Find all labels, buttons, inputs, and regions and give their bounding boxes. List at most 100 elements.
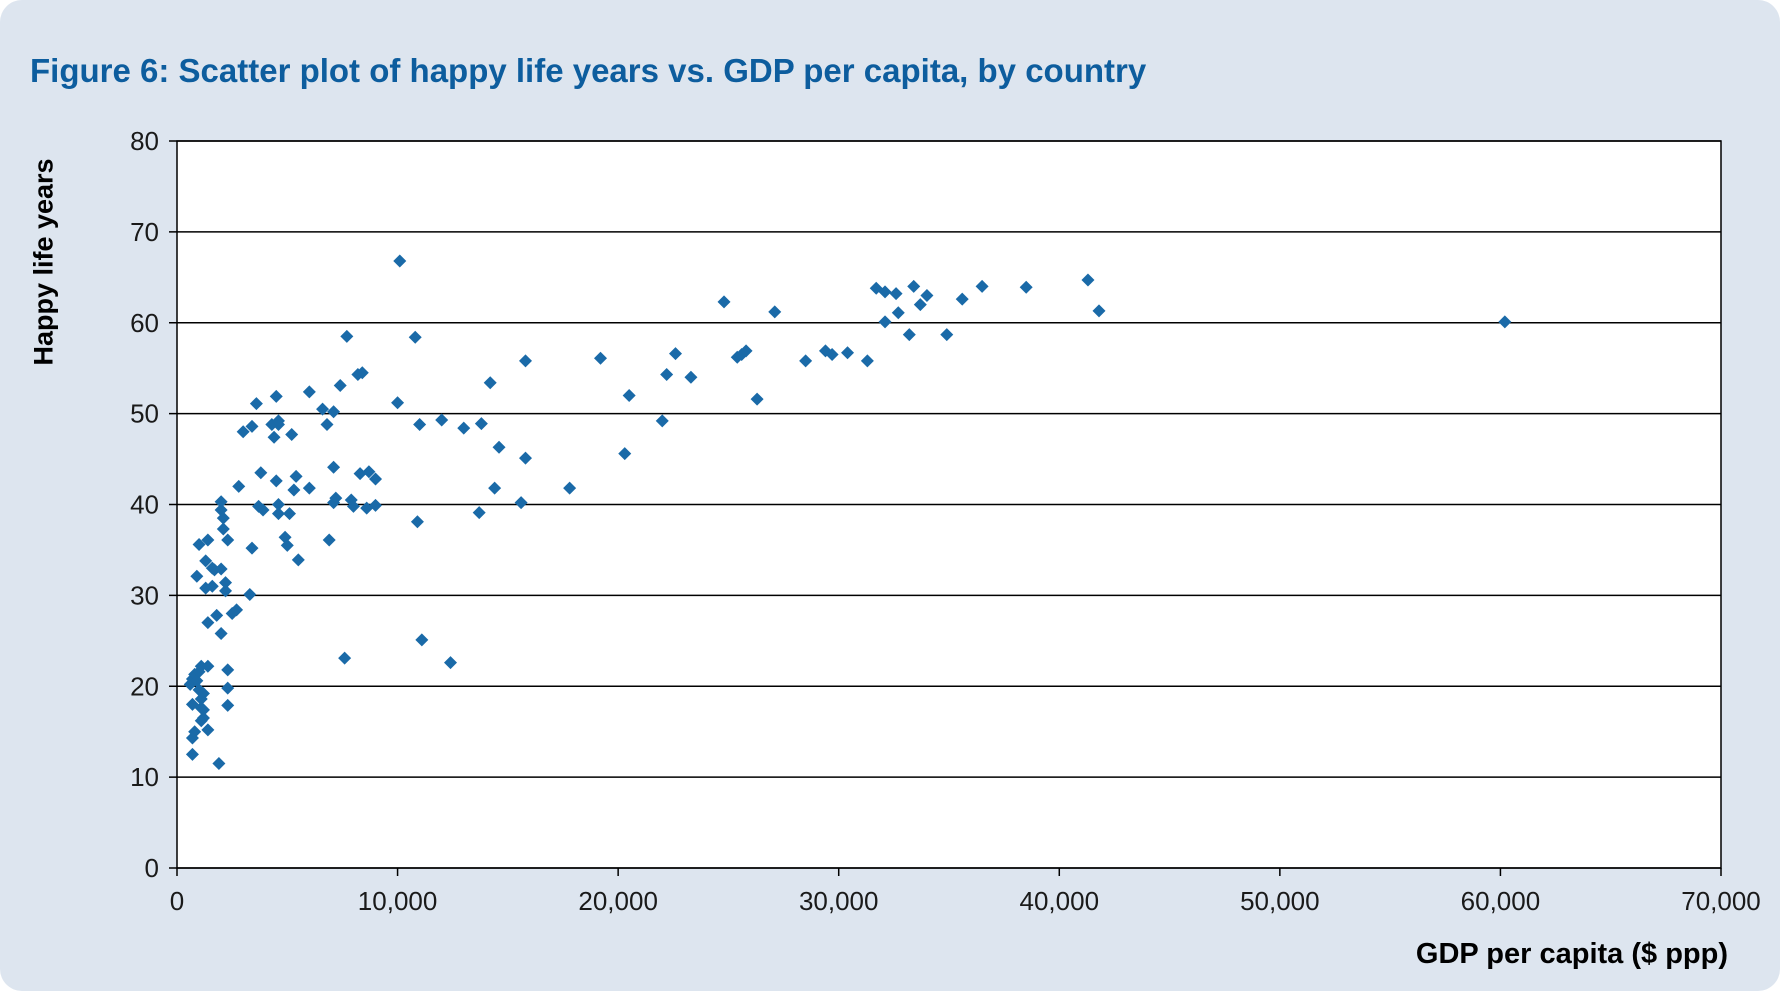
data-point bbox=[192, 537, 206, 551]
data-point bbox=[622, 388, 636, 402]
data-point bbox=[655, 414, 669, 428]
x-tick-label: 30,000 bbox=[799, 886, 879, 916]
data-point bbox=[194, 659, 208, 673]
data-point bbox=[413, 418, 427, 432]
data-point bbox=[205, 579, 219, 593]
data-point bbox=[519, 451, 533, 465]
y-tick-label: 30 bbox=[130, 580, 159, 610]
data-point bbox=[289, 469, 303, 483]
data-point bbox=[269, 474, 283, 488]
plot-frame bbox=[176, 140, 1722, 869]
data-point bbox=[750, 392, 764, 406]
data-point bbox=[860, 354, 874, 368]
data-point bbox=[362, 465, 376, 479]
data-point bbox=[369, 498, 383, 512]
data-point bbox=[201, 723, 215, 737]
data-point bbox=[920, 288, 934, 302]
data-point bbox=[212, 756, 226, 770]
data-point bbox=[267, 430, 281, 444]
data-point bbox=[230, 603, 244, 617]
chart-title: Figure 6: Scatter plot of happy life yea… bbox=[30, 52, 1147, 89]
data-point bbox=[338, 651, 352, 665]
data-point bbox=[194, 714, 208, 728]
data-point bbox=[955, 292, 969, 306]
data-point bbox=[878, 315, 892, 329]
data-point bbox=[214, 627, 228, 641]
data-point bbox=[285, 428, 299, 442]
data-point bbox=[391, 396, 405, 410]
data-point bbox=[891, 306, 905, 320]
data-point bbox=[1081, 273, 1095, 287]
data-point bbox=[232, 479, 246, 493]
data-point bbox=[668, 347, 682, 361]
y-tick-label: 50 bbox=[130, 399, 159, 429]
data-point bbox=[913, 298, 927, 312]
y-tick-label: 40 bbox=[130, 490, 159, 520]
x-tick-label: 50,000 bbox=[1240, 886, 1320, 916]
data-point bbox=[408, 330, 422, 344]
x-axis-label: GDP per capita ($ ppp) bbox=[1415, 938, 1728, 970]
data-point bbox=[444, 656, 458, 670]
data-point bbox=[902, 328, 916, 342]
data-point bbox=[221, 698, 235, 712]
x-tick-label: 40,000 bbox=[1020, 886, 1100, 916]
data-point bbox=[316, 402, 330, 416]
data-point bbox=[410, 515, 424, 529]
data-point bbox=[216, 511, 230, 525]
y-tick-label: 20 bbox=[130, 671, 159, 701]
data-point bbox=[245, 419, 259, 433]
data-point bbox=[322, 533, 336, 547]
data-point bbox=[214, 562, 228, 576]
data-point bbox=[249, 397, 263, 411]
data-point bbox=[221, 663, 235, 677]
data-point bbox=[519, 354, 533, 368]
data-point bbox=[1092, 304, 1106, 318]
x-tick-label: 60,000 bbox=[1461, 886, 1541, 916]
data-point bbox=[340, 329, 354, 343]
data-point bbox=[194, 692, 208, 706]
data-point bbox=[393, 254, 407, 268]
data-point bbox=[271, 414, 285, 428]
y-tick-label: 10 bbox=[130, 762, 159, 792]
data-point bbox=[199, 554, 213, 568]
data-point bbox=[214, 495, 228, 509]
data-point bbox=[201, 616, 215, 630]
data-point bbox=[593, 351, 607, 365]
data-point bbox=[435, 413, 449, 427]
data-point bbox=[256, 503, 270, 517]
y-tick-label: 70 bbox=[130, 217, 159, 247]
data-point bbox=[618, 447, 632, 461]
data-point bbox=[472, 506, 486, 520]
data-point bbox=[282, 507, 296, 521]
x-tick-label: 0 bbox=[170, 886, 184, 916]
data-point bbox=[825, 348, 839, 362]
y-tick-label: 80 bbox=[130, 126, 159, 156]
data-points bbox=[183, 254, 1512, 770]
data-point bbox=[216, 522, 230, 536]
data-point bbox=[492, 440, 506, 454]
data-point bbox=[302, 385, 316, 399]
y-tick-labels: 0 10 20 30 40 50 60 70 80 bbox=[130, 126, 159, 883]
data-point bbox=[457, 421, 471, 435]
data-point bbox=[236, 425, 250, 439]
data-point bbox=[320, 418, 334, 432]
data-point bbox=[291, 553, 305, 567]
data-point bbox=[333, 378, 347, 392]
data-point bbox=[474, 417, 488, 431]
data-point bbox=[660, 368, 674, 382]
data-point bbox=[243, 587, 257, 601]
data-point bbox=[221, 681, 235, 695]
data-point bbox=[717, 295, 731, 309]
data-point bbox=[302, 481, 316, 495]
data-point bbox=[210, 608, 224, 622]
data-point bbox=[269, 389, 283, 403]
data-point bbox=[346, 499, 360, 513]
data-point bbox=[799, 354, 813, 368]
data-point bbox=[254, 466, 268, 480]
data-point bbox=[739, 344, 753, 358]
data-point bbox=[190, 569, 204, 583]
x-tick-labels: 0 10,000 20,000 30,000 40,000 50,000 60,000 70,… bbox=[170, 886, 1761, 916]
data-point bbox=[488, 481, 502, 495]
data-point bbox=[514, 496, 528, 510]
data-point bbox=[415, 633, 429, 647]
